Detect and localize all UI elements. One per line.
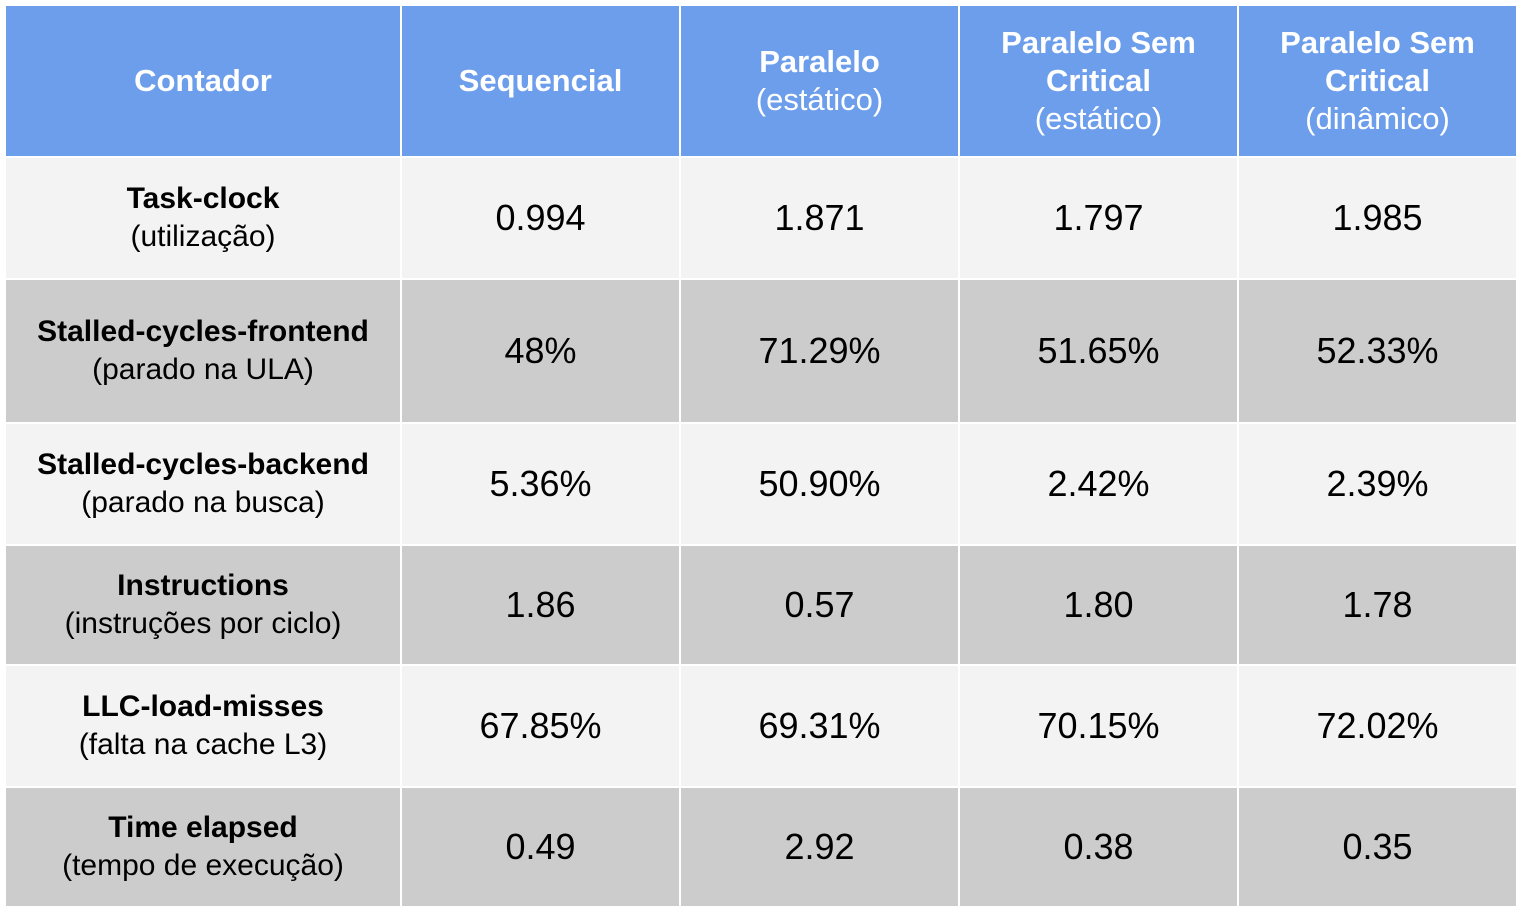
counter-name: Stalled-cycles-frontend (37, 315, 369, 348)
value-cell: 48% (400, 278, 681, 424)
header-title: Paralelo Sem Critical (1001, 25, 1196, 98)
value-cell: 2.39% (1237, 422, 1518, 546)
value-cell: 0.35 (1237, 786, 1518, 908)
counter-description: (utilização) (130, 220, 276, 253)
header-title: Sequencial (458, 63, 623, 98)
counter-label-cell: Stalled-cycles-backend (parado na busca) (4, 422, 402, 546)
value-cell: 67.85% (400, 664, 681, 788)
value-cell: 1.78 (1237, 544, 1518, 666)
header-title: Paralelo Sem Critical (1280, 25, 1475, 98)
value-cell: 1.80 (958, 544, 1239, 666)
value-cell: 71.29% (679, 278, 960, 424)
header-subtitle: (estático) (755, 82, 884, 117)
counter-label-cell: LLC-load-misses (falta na cache L3) (4, 664, 402, 788)
counter-name: Stalled-cycles-backend (37, 448, 369, 481)
counter-name: LLC-load-misses (82, 690, 324, 723)
value-cell: 1.871 (679, 156, 960, 280)
table-row: Time elapsed (tempo de execução) 0.49 2.… (4, 786, 1518, 908)
counter-description: (parado na ULA) (92, 353, 314, 386)
header-cell-parallel-nocritical-static: Paralelo Sem Critical (estático) (958, 4, 1239, 158)
value-cell: 69.31% (679, 664, 960, 788)
table-row: Stalled-cycles-backend (parado na busca)… (4, 422, 1518, 546)
header-title: Contador (134, 63, 272, 98)
value-cell: 50.90% (679, 422, 960, 546)
header-cell-counter: Contador (4, 4, 402, 158)
table-body: Task-clock (utilização) 0.994 1.871 1.79… (4, 156, 1518, 908)
header-cell-parallel-static: Paralelo (estático) (679, 4, 960, 158)
header-subtitle: (dinâmico) (1305, 101, 1450, 136)
value-cell: 0.57 (679, 544, 960, 666)
table-row: Task-clock (utilização) 0.994 1.871 1.79… (4, 156, 1518, 280)
value-cell: 1.797 (958, 156, 1239, 280)
value-cell: 51.65% (958, 278, 1239, 424)
table-row: Instructions (instruções por ciclo) 1.86… (4, 544, 1518, 666)
counter-label-cell: Stalled-cycles-frontend (parado na ULA) (4, 278, 402, 424)
value-cell: 0.994 (400, 156, 681, 280)
table-row: LLC-load-misses (falta na cache L3) 67.8… (4, 664, 1518, 788)
value-cell: 72.02% (1237, 664, 1518, 788)
value-cell: 2.92 (679, 786, 960, 908)
value-cell: 1.86 (400, 544, 681, 666)
counter-label-cell: Instructions (instruções por ciclo) (4, 544, 402, 666)
value-cell: 0.49 (400, 786, 681, 908)
value-cell: 0.38 (958, 786, 1239, 908)
table-row: Stalled-cycles-frontend (parado na ULA) … (4, 278, 1518, 424)
counter-name: Time elapsed (108, 811, 298, 844)
value-cell: 70.15% (958, 664, 1239, 788)
counter-name: Instructions (117, 569, 289, 602)
header-title: Paralelo (759, 44, 880, 79)
table-header: Contador Sequencial Paralelo (estático) … (4, 4, 1518, 158)
counter-description: (tempo de execução) (62, 849, 344, 882)
counter-description: (falta na cache L3) (78, 728, 328, 761)
value-cell: 2.42% (958, 422, 1239, 546)
counter-description: (instruções por ciclo) (64, 607, 342, 640)
value-cell: 1.985 (1237, 156, 1518, 280)
perf-counter-table: Contador Sequencial Paralelo (estático) … (4, 4, 1518, 908)
header-subtitle: (estático) (1034, 101, 1163, 136)
value-cell: 5.36% (400, 422, 681, 546)
perf-counter-table-container: Contador Sequencial Paralelo (estático) … (4, 4, 1518, 908)
counter-description: (parado na busca) (81, 486, 325, 519)
header-cell-sequential: Sequencial (400, 4, 681, 158)
counter-label-cell: Time elapsed (tempo de execução) (4, 786, 402, 908)
value-cell: 52.33% (1237, 278, 1518, 424)
header-cell-parallel-nocritical-dynamic: Paralelo Sem Critical (dinâmico) (1237, 4, 1518, 158)
counter-name: Task-clock (126, 182, 280, 215)
header-row: Contador Sequencial Paralelo (estático) … (4, 4, 1518, 158)
counter-label-cell: Task-clock (utilização) (4, 156, 402, 280)
